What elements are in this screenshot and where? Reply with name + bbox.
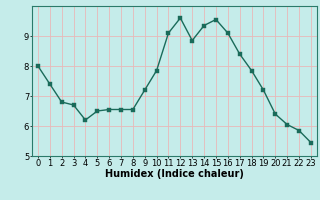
X-axis label: Humidex (Indice chaleur): Humidex (Indice chaleur) [105, 169, 244, 179]
